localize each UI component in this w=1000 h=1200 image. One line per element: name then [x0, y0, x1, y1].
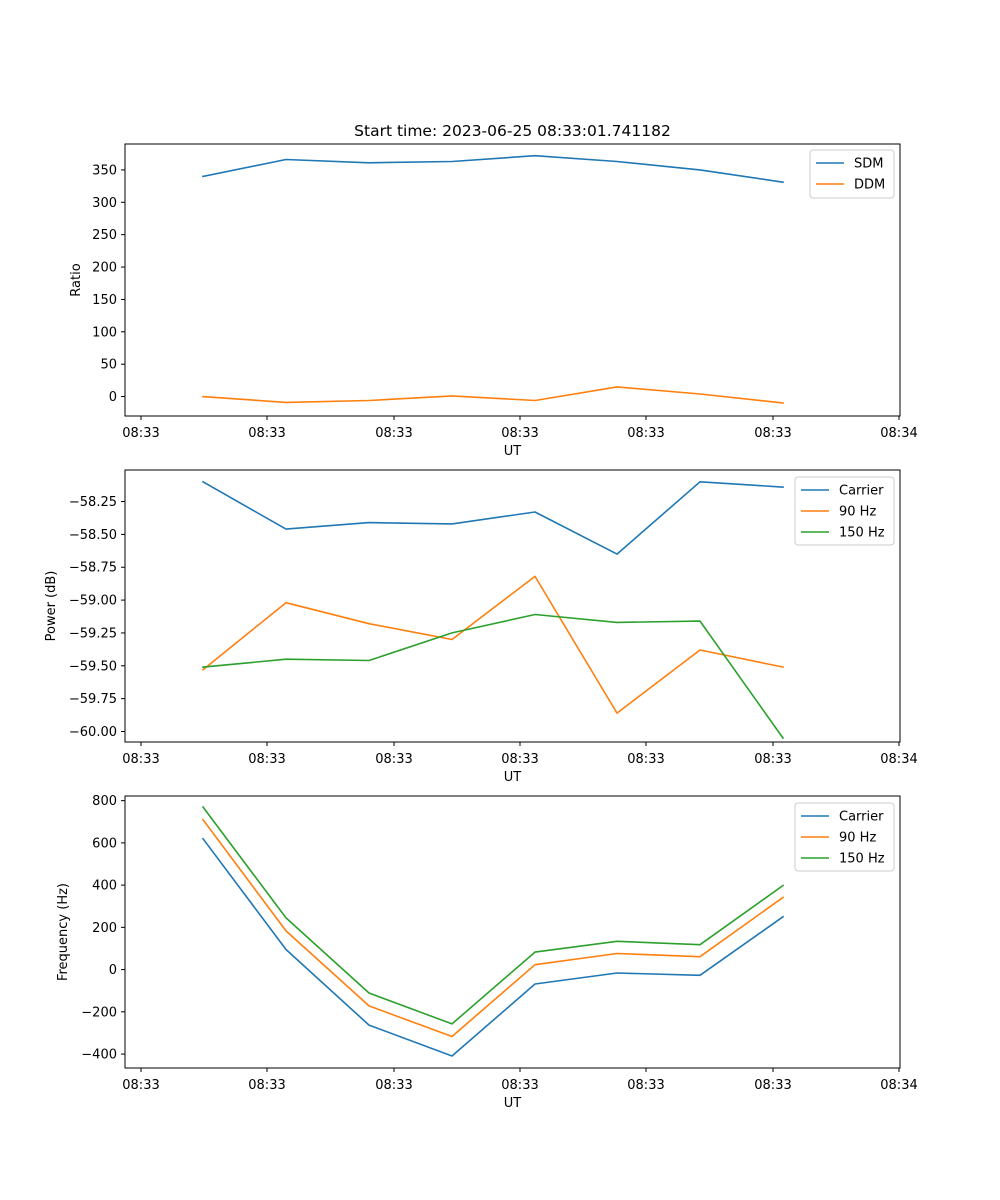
- legend-label: 90 Hz: [839, 831, 876, 846]
- y-tick-label: −200: [81, 1005, 117, 1020]
- legend: Carrier 90 Hz 150 Hz: [794, 476, 895, 546]
- legend: SDM DDM: [809, 149, 895, 199]
- x-tick-label: 08:33: [122, 752, 159, 767]
- legend-label: 150 Hz: [839, 852, 885, 867]
- y-tick-label: −59.75: [69, 692, 117, 707]
- x-tick-label: 08:33: [754, 426, 791, 441]
- x-tick-label: 08:33: [627, 1078, 664, 1093]
- y-tick-label: −400: [81, 1048, 117, 1063]
- x-tick-label: 08:34: [880, 1078, 917, 1093]
- series-line-150-hz: [201, 805, 785, 1025]
- legend-label: DDM: [854, 178, 885, 193]
- axes-frame: [124, 469, 901, 743]
- x-tick-label: 08:33: [375, 426, 412, 441]
- x-tick-label: 08:33: [248, 752, 285, 767]
- y-tick-label: −59.00: [69, 594, 117, 609]
- y-tick-label: −58.75: [69, 561, 117, 576]
- series-line-150-hz: [202, 613, 785, 740]
- y-tick-label: −60.00: [69, 725, 117, 740]
- series-line-carrier: [201, 480, 784, 555]
- x-tick-label: 08:33: [122, 1078, 159, 1093]
- y-axis-label: Power (dB): [44, 571, 59, 642]
- y-tick-label: 400: [92, 879, 117, 894]
- legend-box: [794, 476, 895, 546]
- x-tick-label: 08:34: [880, 426, 917, 441]
- y-tick-label: 800: [92, 794, 117, 809]
- y-axis-label: Ratio: [69, 263, 84, 296]
- y-tick-label: −59.50: [69, 659, 117, 674]
- legend-label: 90 Hz: [839, 505, 876, 520]
- x-tick-label: 08:33: [501, 752, 538, 767]
- x-tick-label: 08:33: [754, 752, 791, 767]
- y-tick-label: 200: [92, 261, 117, 276]
- legend: Carrier 90 Hz 150 Hz: [794, 802, 895, 872]
- x-tick-label: 08:33: [501, 1078, 538, 1093]
- legend-box: [809, 149, 895, 199]
- y-axis-label: Frequency (Hz): [56, 883, 71, 981]
- x-tick-label: 08:33: [627, 752, 664, 767]
- y-tick-label: 0: [109, 390, 117, 405]
- series-line-90-hz: [201, 818, 785, 1038]
- y-tick-label: −59.25: [69, 626, 117, 641]
- chart-panel-3: 08:33 08:33 08:33 08:33 08:33 08:33 08:34 −400 −…: [56, 794, 918, 1111]
- x-tick-label: 08:34: [880, 752, 917, 767]
- chart-panel-2: 08:33 08:33 08:33 08:33 08:33 08:33 08:34 −58.2…: [44, 469, 918, 785]
- series-line-ddm: [202, 386, 784, 404]
- chart-panel-1: Start time: 2023-06-25 08:33:01.741182 08…: [69, 122, 918, 459]
- legend-label: 150 Hz: [839, 526, 885, 541]
- x-tick-label: 08:33: [248, 426, 285, 441]
- y-tick-label: −58.50: [69, 528, 117, 543]
- y-tick-label: 100: [92, 325, 117, 340]
- x-axis-label: UT: [504, 1096, 522, 1111]
- legend-box: [794, 802, 895, 872]
- y-tick-label: 350: [92, 163, 117, 178]
- series-line-sdm: [202, 154, 784, 184]
- y-tick-label: 50: [100, 358, 117, 373]
- x-axis-label: UT: [504, 444, 522, 459]
- axes-frame: [124, 795, 901, 1069]
- axes-frame: [124, 143, 901, 417]
- x-axis-label: UT: [504, 770, 522, 785]
- x-tick-label: 08:33: [248, 1078, 285, 1093]
- x-tick-label: 08:33: [501, 426, 538, 441]
- series-line-carrier: [201, 837, 785, 1057]
- x-tick-label: 08:33: [754, 1078, 791, 1093]
- y-tick-label: 300: [92, 196, 117, 211]
- y-tick-label: 600: [92, 836, 117, 851]
- series-line-90-hz: [201, 575, 784, 714]
- y-tick-label: 0: [109, 963, 117, 978]
- legend-label: SDM: [854, 157, 883, 172]
- x-tick-label: 08:33: [375, 1078, 412, 1093]
- y-tick-label: 250: [92, 228, 117, 243]
- chart-title: Start time: 2023-06-25 08:33:01.741182: [354, 122, 671, 140]
- y-tick-label: −58.25: [69, 495, 117, 510]
- x-tick-label: 08:33: [375, 752, 412, 767]
- x-tick-label: 08:33: [627, 426, 664, 441]
- y-tick-label: 200: [92, 921, 117, 936]
- legend-label: Carrier: [839, 484, 884, 499]
- y-tick-label: 150: [92, 293, 117, 308]
- x-tick-label: 08:33: [122, 426, 159, 441]
- legend-label: Carrier: [839, 810, 884, 825]
